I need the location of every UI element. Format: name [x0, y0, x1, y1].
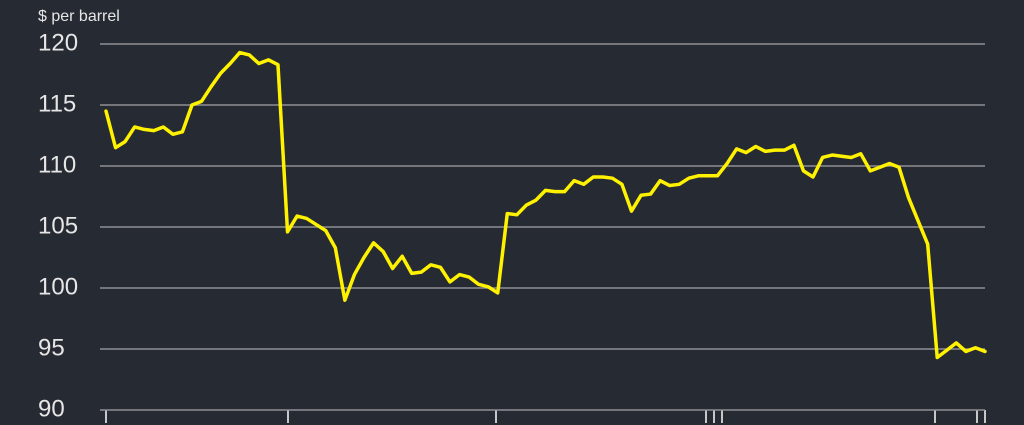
y-tick-label: 105 — [38, 212, 78, 239]
y-axis-label: $ per barrel — [38, 8, 120, 25]
y-tick-label: 90 — [38, 395, 65, 422]
y-tick-label: 120 — [38, 29, 78, 56]
y-tick-label: 95 — [38, 334, 65, 361]
y-tick-label: 100 — [38, 273, 78, 300]
x-axis-ticks — [105, 410, 986, 423]
y-tick-label: 115 — [38, 90, 76, 117]
y-tick-label: 110 — [38, 151, 76, 178]
price-line — [104, 50, 987, 360]
